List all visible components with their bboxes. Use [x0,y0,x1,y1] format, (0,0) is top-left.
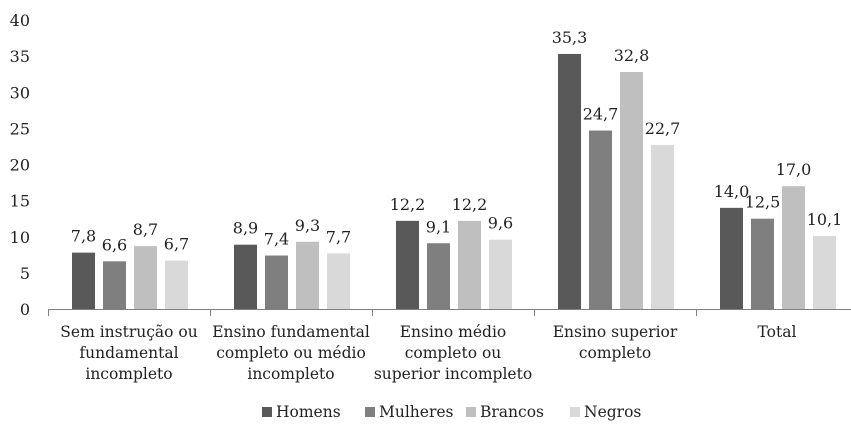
category-label: Ensino fundamental [212,323,370,341]
data-label: 7,8 [71,227,96,246]
data-label: 35,3 [552,28,588,47]
category-label: Ensino médio [400,323,507,341]
data-label: 8,7 [133,220,158,239]
bar [103,261,126,309]
data-label: 22,7 [645,119,681,138]
bar [813,236,836,309]
data-label: 9,6 [488,214,513,233]
y-tick-label: 5 [20,264,30,283]
bar [558,53,581,309]
bar [489,239,512,309]
bar [234,244,257,309]
data-label: 12,5 [745,193,781,212]
legend: Homens Mulheres Brancos Negros [262,403,641,421]
data-label: 17,0 [776,160,812,179]
data-label: 24,7 [583,105,619,124]
data-label: 6,7 [164,235,189,254]
bar [327,253,350,309]
bar [720,207,743,309]
legend-label: Brancos [480,403,544,421]
bar [72,252,95,309]
y-tick-label: 10 [10,228,30,247]
data-label: 12,2 [452,195,488,214]
legend-swatch [570,407,580,417]
legend-label: Negros [584,403,641,421]
data-label: 9,3 [295,216,320,235]
category-label: incompleto [85,365,172,383]
legend-swatch [365,407,375,417]
bar [265,255,288,309]
bar [134,246,157,309]
bar [427,243,450,309]
data-label: 14,0 [714,182,750,201]
y-tick-label: 0 [20,300,30,319]
bar [296,241,319,309]
bar [620,72,643,310]
bars [72,53,836,310]
bar [751,218,774,309]
data-label: 8,9 [233,219,258,238]
legend-swatch [262,407,272,417]
y-tick-label: 20 [10,156,30,175]
bar [165,260,188,309]
data-label: 9,1 [426,217,451,236]
category-labels: Sem instrução ou fundamental incompleto Ens… [60,323,796,383]
y-axis-ticks: 0 5 10 15 20 25 30 35 40 [10,11,30,319]
bar [589,130,612,309]
category-label: Ensino superior [553,323,678,341]
category-label: Sem instrução ou [60,323,197,341]
data-label: 32,8 [614,46,650,65]
bar [458,220,481,309]
category-label: completo [579,344,651,362]
data-label: 12,2 [390,195,426,214]
data-label: 10,1 [807,210,843,229]
category-label: completo ou [405,344,502,362]
category-label: completo ou médio [216,344,366,362]
legend-swatch [466,407,476,417]
data-label: 6,6 [102,235,127,254]
y-tick-label: 15 [10,192,30,211]
category-label: superior incompleto [374,365,532,383]
y-tick-label: 40 [10,11,30,30]
category-label: Total [758,323,797,341]
category-label: fundamental [79,344,178,362]
legend-label: Homens [276,403,341,421]
category-label: incompleto [247,365,334,383]
data-label: 7,4 [264,230,289,249]
legend-label: Mulheres [379,403,454,421]
bar [782,186,805,309]
y-tick-label: 25 [10,119,30,138]
data-labels: 7,8 6,68,76,78,97,49,37,712,29,112,29,635… [71,28,843,254]
bar [651,144,674,309]
data-label: 7,7 [326,227,351,246]
y-tick-label: 35 [10,47,30,66]
category-separators [48,309,697,316]
bar [396,220,419,309]
y-tick-label: 30 [10,83,30,102]
